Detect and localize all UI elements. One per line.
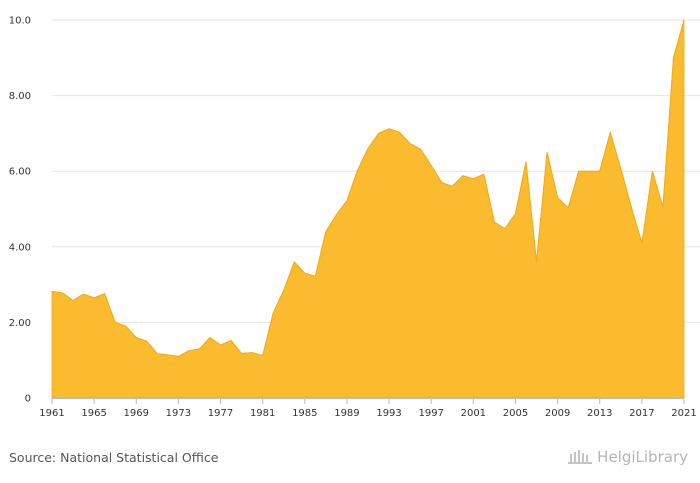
x-tick-label: 1997 [418, 408, 443, 419]
x-tick-label: 1977 [208, 408, 233, 419]
x-axis-ticks: 1961 1965 1969 1973 1977 1981 1985 1989 1993 1997… [39, 398, 697, 419]
x-tick-label: 1981 [250, 408, 275, 419]
x-tick-label: 2017 [629, 408, 654, 419]
x-tick-label: 2021 [671, 408, 696, 419]
plot-area [51, 19, 685, 399]
y-tick-label: 10.0 [9, 16, 31, 27]
x-tick-label: 1965 [81, 408, 106, 419]
library-building-icon [568, 450, 593, 464]
x-tick-label: 2001 [461, 408, 486, 419]
x-tick-label: 2009 [545, 408, 570, 419]
y-tick-label: 2.00 [9, 318, 31, 329]
x-tick-label: 2005 [503, 408, 528, 419]
x-tick-label: 1993 [376, 408, 401, 419]
y-tick-label: 4.00 [9, 242, 31, 253]
y-tick-label: 6.00 [9, 167, 31, 178]
x-tick-label: 1969 [124, 408, 149, 419]
area-series-outline [51, 19, 685, 357]
helgi-library-logo[interactable]: HelgiLibrary [567, 448, 688, 466]
y-tick-label: 0 [25, 394, 31, 405]
x-tick-label: 1961 [39, 408, 64, 419]
x-tick-label: 1985 [292, 408, 317, 419]
y-tick-label: 8.00 [9, 91, 31, 102]
x-tick-label: 1989 [334, 408, 359, 419]
x-tick-label: 1973 [166, 408, 191, 419]
logo-text: HelgiLibrary [597, 448, 688, 466]
x-tick-label: 2013 [587, 408, 612, 419]
source-note: Source: National Statistical Office [9, 450, 219, 465]
y-axis-ticks: 0 2.00 4.00 6.00 8.00 10.0 [9, 16, 31, 405]
